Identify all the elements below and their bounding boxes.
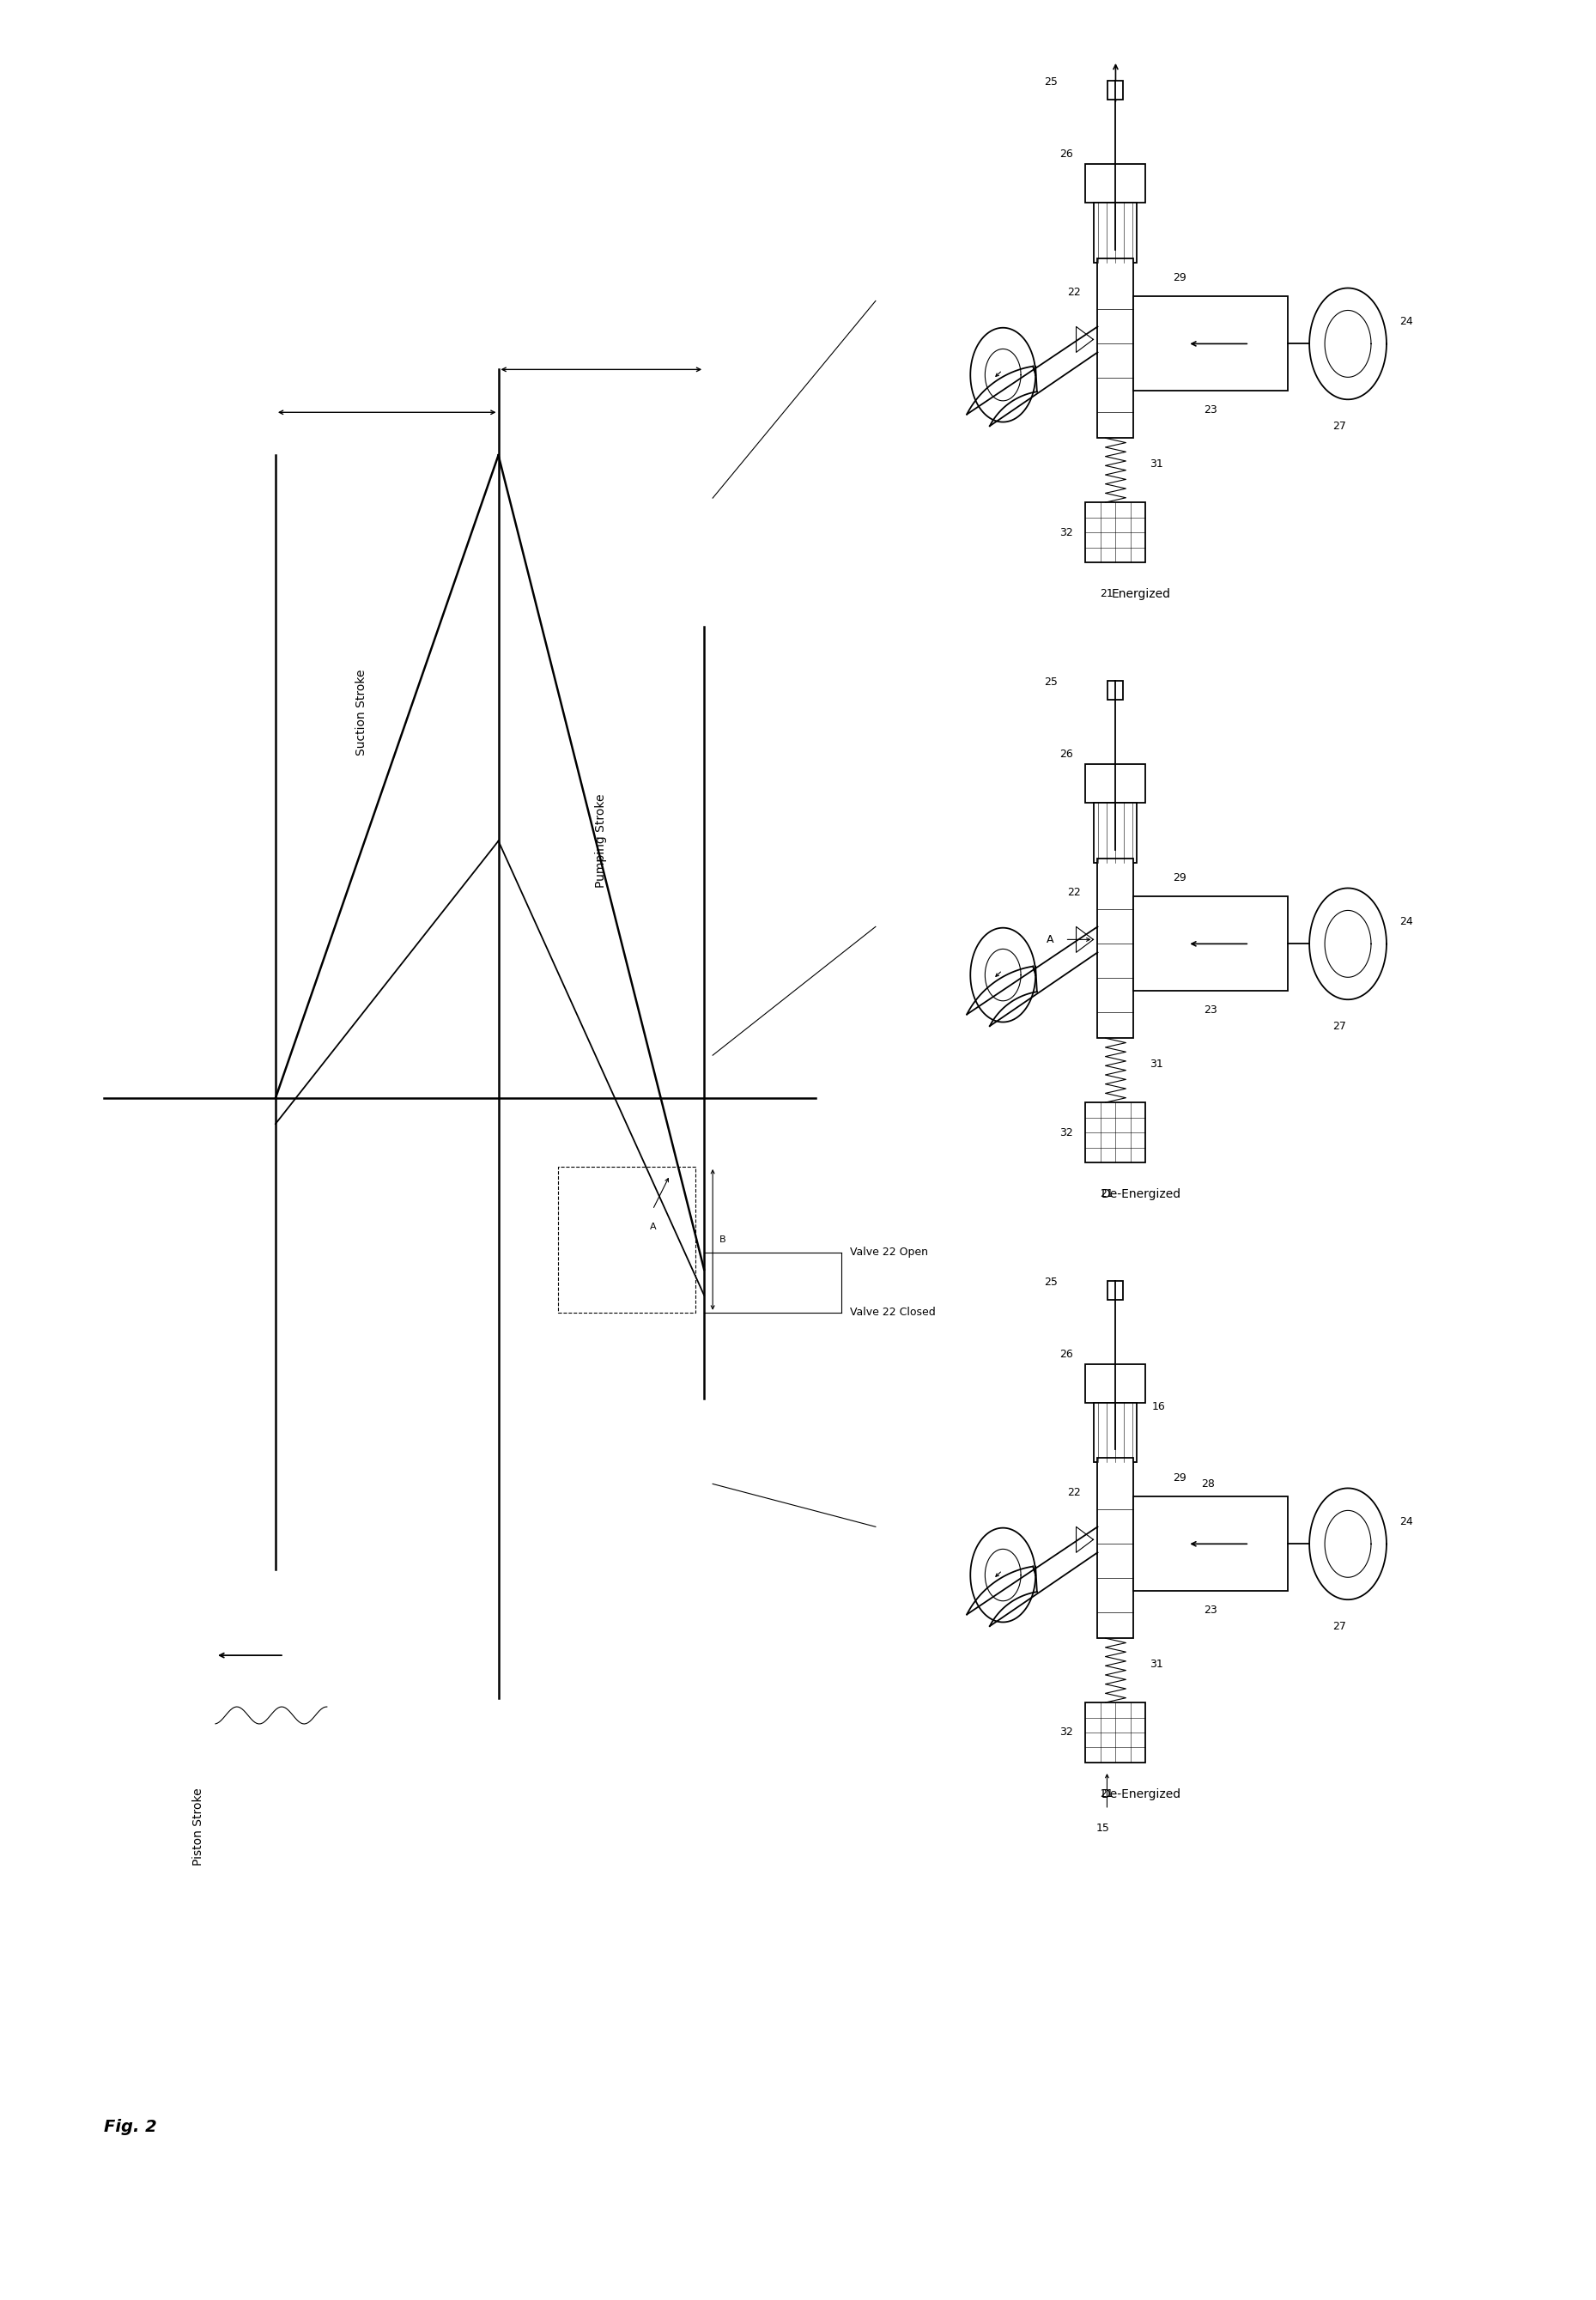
Text: 28: 28 [1202, 1479, 1215, 1490]
Text: Fig. 2: Fig. 2 [104, 2118, 156, 2134]
Bar [1108, 81, 1124, 99]
Text: B: B [720, 1235, 726, 1244]
Text: 26: 26 [1060, 1348, 1073, 1359]
Bar [1133, 897, 1288, 991]
Text: 22: 22 [1068, 1486, 1080, 1497]
Text: A: A [1047, 934, 1053, 945]
Bar [1085, 1102, 1146, 1162]
Text: De-Energized: De-Energized [1101, 1189, 1181, 1201]
Bar [1085, 1702, 1146, 1762]
Text: Suction Stroke: Suction Stroke [356, 669, 367, 754]
Text: Valve 22 Closed: Valve 22 Closed [849, 1306, 935, 1318]
Text: 25: 25 [1044, 76, 1058, 87]
Text: 24: 24 [1400, 915, 1412, 927]
Text: 21: 21 [1100, 1787, 1114, 1799]
Text: 27: 27 [1333, 421, 1345, 432]
Text: 29: 29 [1173, 872, 1187, 883]
Text: 22: 22 [1068, 288, 1080, 299]
Text: 25: 25 [1044, 1276, 1058, 1288]
Text: 21: 21 [1100, 589, 1114, 600]
Text: De-Energized: De-Energized [1101, 1787, 1181, 1801]
Text: 27: 27 [1333, 1621, 1345, 1633]
Text: 23: 23 [1203, 1605, 1218, 1615]
Text: 31: 31 [1149, 1658, 1163, 1670]
Bar [1085, 501, 1146, 564]
Bar [1098, 1458, 1133, 1638]
Bar [1133, 1497, 1288, 1592]
Text: 23: 23 [1203, 1005, 1218, 1014]
Text: 29: 29 [1173, 1472, 1187, 1483]
Text: 31: 31 [1149, 1058, 1163, 1070]
Bar [1095, 1403, 1136, 1463]
Text: 24: 24 [1400, 1516, 1412, 1527]
Text: 26: 26 [1060, 748, 1073, 759]
Text: A: A [650, 1221, 656, 1230]
Text: 22: 22 [1068, 888, 1080, 897]
Text: 21: 21 [1100, 1189, 1114, 1198]
Text: 26: 26 [1060, 147, 1073, 159]
Bar [1085, 163, 1146, 202]
Bar [1108, 681, 1124, 699]
Text: 16: 16 [1152, 1401, 1165, 1412]
Bar [1085, 1364, 1146, 1403]
Text: 32: 32 [1060, 1127, 1073, 1138]
Text: 31: 31 [1149, 458, 1163, 469]
Bar [1085, 764, 1146, 803]
Text: Piston Stroke: Piston Stroke [193, 1787, 204, 1865]
Text: 25: 25 [1044, 676, 1058, 688]
Text: Pumping Stroke: Pumping Stroke [595, 793, 606, 888]
Text: 15: 15 [1096, 1822, 1109, 1833]
Bar [1095, 803, 1136, 862]
Bar [1133, 297, 1288, 391]
Text: 23: 23 [1203, 405, 1218, 416]
Text: 29: 29 [1173, 271, 1187, 283]
Text: 32: 32 [1060, 527, 1073, 538]
Text: 24: 24 [1400, 315, 1412, 327]
Text: Valve 22 Open: Valve 22 Open [849, 1247, 927, 1258]
Bar [1108, 1281, 1124, 1300]
Bar [1098, 258, 1133, 437]
Bar [1098, 858, 1133, 1037]
Text: Energized: Energized [1112, 589, 1171, 600]
Text: 32: 32 [1060, 1727, 1073, 1739]
Bar [1095, 202, 1136, 262]
Text: 27: 27 [1333, 1021, 1345, 1033]
